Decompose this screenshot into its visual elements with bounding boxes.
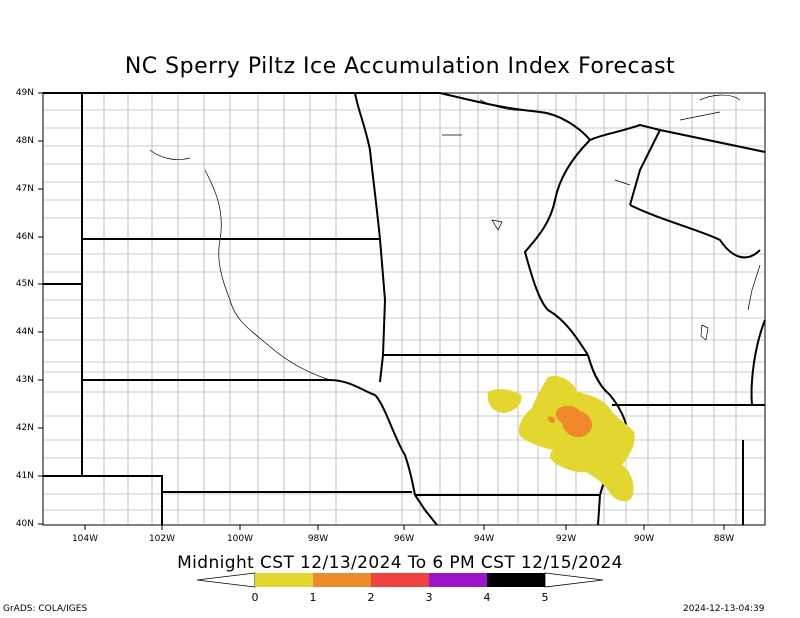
legend-right-triangle (544, 572, 604, 588)
lat-label-40n: 40N (15, 519, 34, 529)
legend-label-3: 3 (425, 591, 433, 604)
lat-label-44n: 44N (15, 327, 34, 337)
map-title: NC Sperry Piltz Ice Accumulation Index F… (124, 54, 676, 79)
lat-label-49n: 49N (15, 88, 34, 98)
lat-label-47n: 47N (15, 184, 34, 194)
lat-label-41n: 41N (15, 471, 34, 481)
legend-left-triangle (196, 572, 256, 588)
legend-bar (196, 572, 604, 588)
lon-label-94w: 94W (473, 534, 495, 544)
legend-swatch-1 (255, 573, 313, 587)
lon-label-96w: 96W (393, 534, 415, 544)
lon-ticks (84, 525, 725, 530)
lat-label-46n: 46N (15, 232, 34, 242)
grads-credit: GrADS: COLA/IGES (3, 604, 88, 614)
valid-time-subtitle: Midnight CST 12/13/2024 To 6 PM CST 12/1… (177, 553, 623, 573)
lon-label-104w: 104W (71, 534, 99, 544)
lat-ticks (38, 92, 43, 525)
legend-label-5: 5 (541, 591, 549, 604)
lat-label-43n: 43N (15, 375, 34, 385)
legend-swatch-4 (429, 573, 487, 587)
lat-label-48n: 48N (15, 136, 34, 146)
legend-swatch-5 (487, 573, 545, 587)
legend-label-0: 0 (251, 591, 259, 604)
lon-label-92w: 92W (555, 534, 577, 544)
water-features (149, 94, 761, 381)
lon-label-90w: 90W (633, 534, 655, 544)
legend-label-4: 4 (483, 591, 491, 604)
state-boundaries (43, 92, 766, 526)
lon-label-102w: 102W (148, 534, 176, 544)
county-lines (43, 93, 765, 525)
lat-label-42n: 42N (15, 423, 34, 433)
map-frame (42, 92, 766, 526)
lon-label-98w: 98W (307, 534, 329, 544)
legend-label-2: 2 (367, 591, 375, 604)
lon-label-88w: 88W (713, 534, 735, 544)
lat-label-45n: 45N (15, 279, 34, 289)
lon-label-100w: 100W (226, 534, 254, 544)
legend-swatch-3 (371, 573, 429, 587)
ice-index-shading (487, 375, 635, 502)
generated-timestamp: 2024-12-13-04:39 (683, 604, 765, 614)
legend-label-1: 1 (309, 591, 317, 604)
legend-swatch-2 (313, 573, 371, 587)
